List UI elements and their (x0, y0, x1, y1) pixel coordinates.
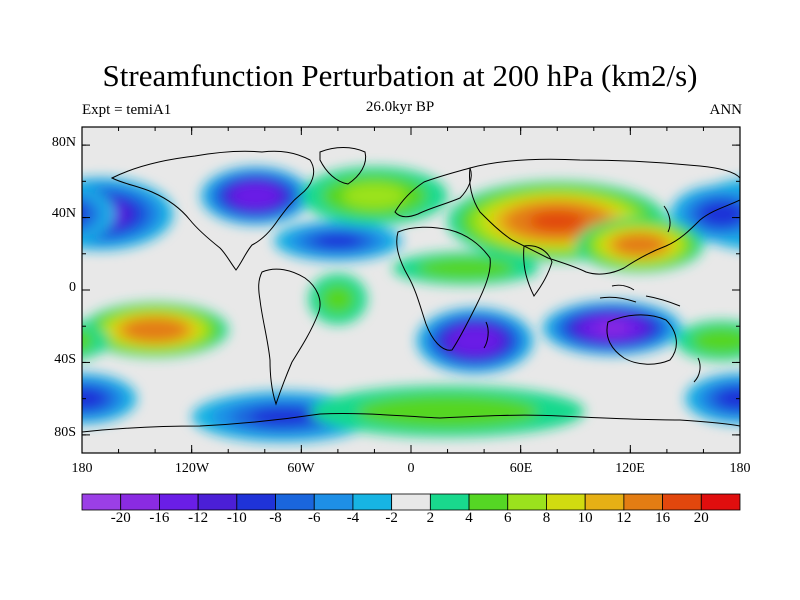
field-contour-9-5 (614, 234, 665, 256)
field-contour-15-1 (321, 284, 355, 314)
y-tick-80s: 80S (54, 425, 76, 440)
x-tick-0: 0 (407, 461, 415, 476)
colorbar-box-16 (700, 493, 741, 511)
colorbar-label: 8 (542, 510, 551, 526)
colorbar-label: -12 (188, 510, 209, 526)
field-contour-0-5 (231, 183, 280, 209)
x-tick-60e: 60E (509, 461, 533, 476)
colorbar-box-0 (81, 493, 122, 511)
x-tick-180w: 180 (71, 461, 93, 476)
colorbar-label: 10 (577, 510, 593, 526)
experiment-label: Expt = temiA1 (82, 102, 172, 118)
colorbar-box-9 (429, 493, 470, 511)
colorbar-label: -4 (346, 510, 360, 526)
colorbar-box-7 (352, 493, 393, 511)
colorbar-label: 12 (616, 510, 632, 526)
plot-title: Streamfunction Perturbation at 200 hPa (… (102, 58, 698, 93)
colorbar-box-14 (623, 493, 663, 511)
colorbar-box-15 (662, 493, 702, 511)
colorbar-box-2 (159, 493, 199, 511)
field-contour-6-3 (249, 407, 317, 426)
field-contour-wrap-1-5 (736, 208, 740, 220)
colorbar-label: -10 (226, 510, 247, 526)
colorbar-box-5 (275, 493, 315, 511)
colorbar-box-10 (468, 493, 509, 511)
colorbar-label: 4 (465, 510, 473, 526)
field-contour-7-3 (716, 387, 740, 410)
colorbar-box-8 (391, 493, 431, 511)
colorbar-box-13 (584, 493, 625, 511)
coastlines (82, 147, 740, 433)
field-contour-11-2 (342, 183, 407, 209)
y-tick-40s: 40S (54, 352, 76, 367)
colorbar-label: -6 (307, 510, 321, 526)
colorbar-box-11 (507, 493, 547, 511)
field-contour-5-3 (699, 201, 740, 227)
colorbar-box-1 (120, 493, 160, 511)
field-contour-wrap-5-2 (82, 199, 96, 229)
field-contour-wrap-14-1 (82, 330, 94, 352)
colorbar-box-12 (546, 493, 586, 511)
colorbar-box-6 (313, 493, 354, 511)
field-contour-wrap-14-0 (82, 322, 110, 359)
colorbar-label: -8 (269, 510, 282, 526)
field-contour-13-1 (357, 394, 539, 429)
x-tick-120e: 120E (615, 461, 645, 476)
field-contour-2-3 (314, 233, 362, 249)
colorbar-label: -2 (385, 510, 398, 526)
x-tick-180e: 180 (729, 461, 751, 476)
colorbar (81, 493, 741, 511)
colorbar-label: 16 (655, 510, 671, 526)
colorbar-box-3 (197, 493, 238, 511)
y-tick-0: 0 (69, 280, 76, 295)
colorbar-label: -20 (110, 510, 131, 526)
field-contour-wrap-7-3 (82, 387, 106, 410)
field-contour-12-1 (417, 257, 515, 280)
field-contour-8-6 (529, 210, 586, 232)
colorbar-label: 20 (693, 510, 709, 526)
colorbar-label: 2 (426, 510, 435, 526)
y-tick-80n: 80N (51, 135, 76, 150)
x-tick-120w: 120W (174, 461, 210, 476)
streamfunction-field (82, 127, 740, 453)
field-contour-14-1 (691, 327, 740, 354)
colorbar-label: 6 (504, 510, 512, 526)
season-label: ANN (709, 102, 743, 118)
field-contour-4-6 (594, 321, 630, 335)
y-tick-40n: 40N (51, 206, 76, 221)
axis-ticks (81, 127, 741, 453)
time-label: 26.0kyr BP (365, 99, 435, 115)
field-contour-3-5 (449, 326, 501, 355)
x-tick-60w: 60W (287, 461, 315, 476)
colorbar-box-4 (236, 493, 276, 511)
colorbar-label: -16 (149, 510, 170, 526)
field-contour-10-5 (123, 318, 187, 342)
